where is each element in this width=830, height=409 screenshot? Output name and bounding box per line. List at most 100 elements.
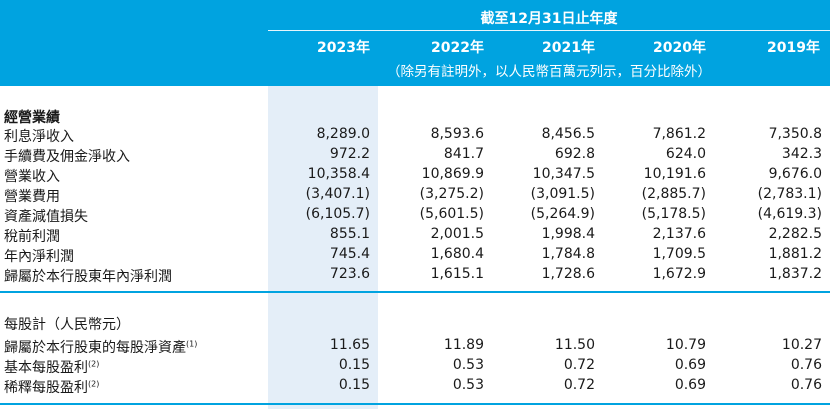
- table-row: 手續費及佣金淨收入 972.2 841.7 692.8 624.0 342.3: [0, 146, 830, 166]
- row-label: 利息淨收入: [4, 129, 74, 145]
- row-label: 稅前利潤: [4, 229, 60, 245]
- cell-value: 841.7: [443, 146, 484, 162]
- cell-value: 1,680.4: [430, 246, 484, 262]
- cell-value: 10.27: [781, 337, 822, 353]
- cell-value: 342.3: [781, 146, 822, 162]
- period-title: 截至12月31日止年度: [480, 11, 618, 27]
- footnote-ref: (2): [88, 359, 100, 369]
- cell-value: 855.1: [329, 226, 370, 242]
- table-row: 歸屬於本行股東的每股淨資產(1) 11.65 11.89 11.50 10.79…: [0, 337, 830, 357]
- cell-value: 972.2: [329, 146, 370, 162]
- row-label-text: 稀釋每股盈利: [4, 380, 88, 396]
- row-label: 資產減值損失: [4, 209, 88, 225]
- table-row: 營業費用 (3,407.1) (3,275.2) (3,091.5) (2,88…: [0, 186, 830, 206]
- cell-value: (5,601.5): [419, 206, 484, 222]
- row-label: 年內淨利潤: [4, 249, 74, 265]
- cell-value: 11.50: [554, 337, 595, 353]
- cell-value: 2,282.5: [768, 226, 822, 242]
- cell-value: 0.15: [338, 377, 370, 393]
- cell-value: 0.53: [452, 377, 484, 393]
- row-label: 營業費用: [4, 189, 60, 205]
- cell-value: 745.4: [329, 246, 370, 262]
- cell-value: 8,456.5: [541, 126, 595, 142]
- cell-value: 0.76: [790, 377, 822, 393]
- section-title: 經營業績: [4, 110, 60, 126]
- cell-value: (3,275.2): [419, 186, 484, 202]
- cell-value: (2,783.1): [757, 186, 822, 202]
- year-2022: 2022年: [431, 40, 484, 56]
- cell-value: 0.69: [674, 357, 706, 373]
- table-row: 年內淨利潤 745.4 1,680.4 1,784.8 1,709.5 1,88…: [0, 246, 830, 266]
- section-operating: 經營業績: [0, 107, 830, 127]
- cell-value: 2,137.6: [652, 226, 706, 242]
- row-label: 基本每股盈利(2): [4, 357, 99, 377]
- row-label: 手續費及佣金淨收入: [4, 149, 130, 165]
- cell-value: (5,264.9): [530, 206, 595, 222]
- cell-value: 1,837.2: [768, 266, 822, 282]
- bottom-rule: [0, 403, 830, 405]
- cell-value: (5,178.5): [641, 206, 706, 222]
- cell-value: 723.6: [329, 266, 370, 282]
- row-label-text: 基本每股盈利: [4, 360, 88, 376]
- cell-value: 0.72: [563, 357, 595, 373]
- cell-value: 1,881.2: [768, 246, 822, 262]
- cell-value: 1,728.6: [541, 266, 595, 282]
- cell-value: 0.72: [563, 377, 595, 393]
- cell-value: 11.89: [443, 337, 484, 353]
- year-2020: 2020年: [653, 40, 706, 56]
- unit-note: （除另有註明外，以人民幣百萬元列示，百分比除外）: [387, 64, 711, 80]
- row-label: 稀釋每股盈利(2): [4, 377, 99, 397]
- section-divider: [0, 291, 830, 293]
- cell-value: 692.8: [554, 146, 595, 162]
- cell-value: 1,709.5: [652, 246, 706, 262]
- cell-value: 9,676.0: [768, 166, 822, 182]
- row-label: 歸屬於本行股東的每股淨資產(1): [4, 337, 197, 357]
- cell-value: 10,347.5: [532, 166, 595, 182]
- table-row: 利息淨收入 8,289.0 8,593.6 8,456.5 7,861.2 7,…: [0, 126, 830, 146]
- cell-value: 1,615.1: [430, 266, 484, 282]
- cell-value: (3,407.1): [305, 186, 370, 202]
- cell-value: (4,619.3): [757, 206, 822, 222]
- cell-value: 1,672.9: [652, 266, 706, 282]
- cell-value: 0.76: [790, 357, 822, 373]
- year-2019: 2019年: [767, 40, 820, 56]
- cell-value: 0.69: [674, 377, 706, 393]
- table-row: 基本每股盈利(2) 0.15 0.53 0.72 0.69 0.76: [0, 357, 830, 377]
- cell-value: 10,869.9: [421, 166, 484, 182]
- row-label: 歸屬於本行股東年內淨利潤: [4, 269, 172, 285]
- cell-value: 1,998.4: [541, 226, 595, 242]
- table-row: 歸屬於本行股東年內淨利潤 723.6 1,615.1 1,728.6 1,672…: [0, 266, 830, 286]
- header-divider: [268, 30, 830, 31]
- cell-value: 2,001.5: [430, 226, 484, 242]
- cell-value: 1,784.8: [541, 246, 595, 262]
- row-label: 營業收入: [4, 169, 60, 185]
- year-2021: 2021年: [542, 40, 595, 56]
- cell-value: 10,358.4: [307, 166, 370, 182]
- section-per-share: 每股計（人民幣元）: [0, 314, 830, 334]
- row-label-text: 歸屬於本行股東的每股淨資產: [4, 340, 186, 356]
- table-row: 資產減值損失 (6,105.7) (5,601.5) (5,264.9) (5,…: [0, 206, 830, 226]
- cell-value: 624.0: [665, 146, 706, 162]
- cell-value: 0.53: [452, 357, 484, 373]
- section-title: 每股計（人民幣元）: [4, 317, 130, 333]
- table-header: 截至12月31日止年度 2023年 2022年 2021年 2020年 2019…: [0, 0, 830, 86]
- cell-value: 7,861.2: [652, 126, 706, 142]
- cell-value: 11.65: [329, 337, 370, 353]
- footnote-ref: (2): [88, 379, 100, 389]
- cell-value: (6,105.7): [305, 206, 370, 222]
- cell-value: 10.79: [665, 337, 706, 353]
- cell-value: 8,289.0: [316, 126, 370, 142]
- cell-value: 0.15: [338, 357, 370, 373]
- year-2023: 2023年: [317, 40, 370, 56]
- cell-value: (2,885.7): [641, 186, 706, 202]
- cell-value: (3,091.5): [530, 186, 595, 202]
- current-year-highlight: [268, 86, 378, 409]
- cell-value: 10,191.6: [643, 166, 706, 182]
- table-row: 稅前利潤 855.1 2,001.5 1,998.4 2,137.6 2,282…: [0, 226, 830, 246]
- footnote-ref: (1): [186, 339, 198, 349]
- cell-value: 8,593.6: [430, 126, 484, 142]
- table-row: 稀釋每股盈利(2) 0.15 0.53 0.72 0.69 0.76: [0, 377, 830, 397]
- cell-value: 7,350.8: [768, 126, 822, 142]
- table-row: 營業收入 10,358.4 10,869.9 10,347.5 10,191.6…: [0, 166, 830, 186]
